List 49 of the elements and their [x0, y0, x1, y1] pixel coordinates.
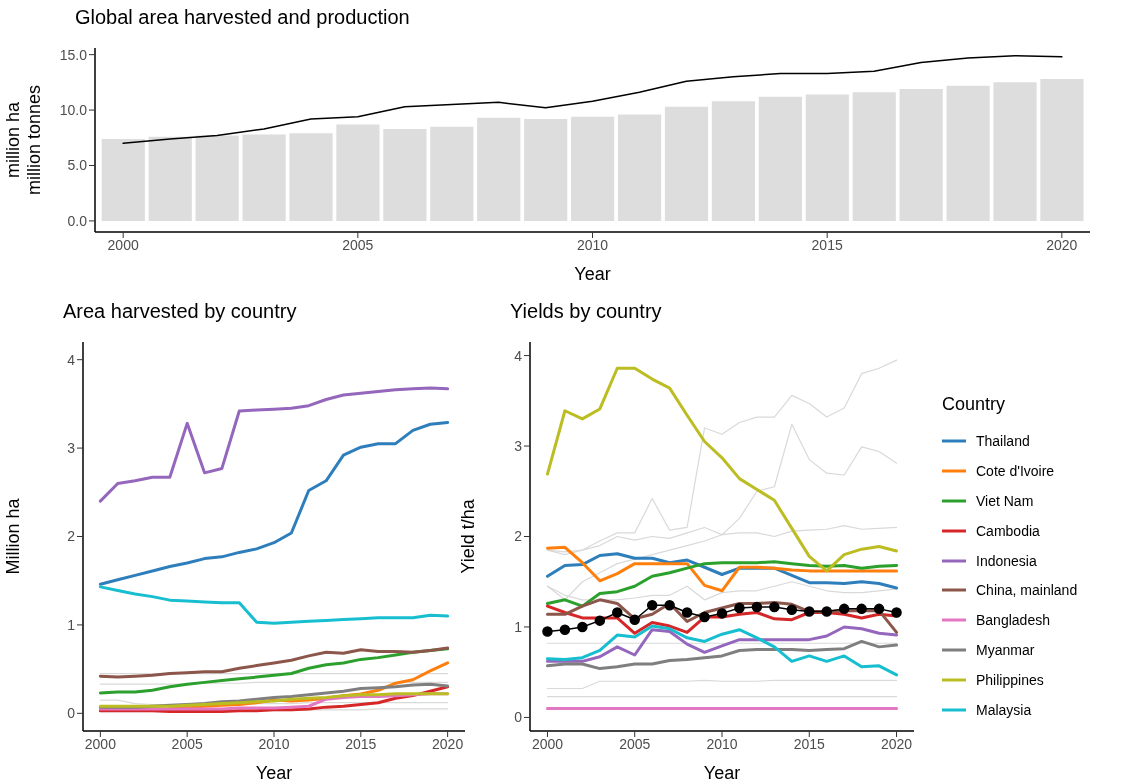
legend-label: Philippines	[976, 671, 1044, 688]
y-tick-label: 1	[514, 618, 523, 635]
y-tick-label: 0	[514, 709, 523, 726]
y-tick-label: 4	[514, 347, 523, 364]
legend-label: Thailand	[976, 433, 1030, 450]
x-tick-label: 2020	[1046, 236, 1078, 253]
y-tick-label: 10.0	[59, 102, 88, 119]
legend-label: Bangladesh	[976, 612, 1050, 629]
x-tick-label: 2015	[793, 735, 826, 752]
y-tick-label: 15.0	[59, 46, 88, 63]
y-axis-title: Yield t/ha	[458, 498, 478, 574]
y-axis-title: million ha million tonnes	[3, 84, 44, 196]
legend-label: Cambodia	[976, 522, 1040, 539]
y-tick-label: 2	[67, 528, 76, 545]
x-tick-label: 2015	[345, 735, 377, 752]
y-tick-label: 5.0	[67, 157, 88, 174]
x-tick-label: 2010	[576, 236, 609, 253]
x-tick-label: 2005	[619, 735, 651, 752]
x-tick-label: 2020	[432, 735, 464, 752]
legend-label: Indonesia	[976, 552, 1037, 569]
legend-label: Cote d'Ivoire	[976, 463, 1055, 480]
x-tick-label: 2020	[880, 735, 913, 752]
legend-label: Myanmar	[976, 641, 1035, 658]
x-axis-title: Year	[574, 264, 611, 284]
x-tick-label: 2010	[258, 735, 290, 752]
y-tick-label: 3	[514, 438, 523, 454]
y-tick-label: 3	[67, 440, 76, 457]
x-axis-title: Year	[255, 763, 293, 783]
legend-label: Malaysia	[976, 701, 1032, 718]
x-tick-label: 2015	[811, 236, 843, 253]
x-tick-label: 2010	[706, 735, 738, 752]
x-tick-label: 2000	[107, 236, 139, 253]
chart-title: Area harvested by country	[62, 300, 298, 324]
x-tick-label: 2000	[84, 735, 117, 752]
y-tick-label: 2	[514, 528, 523, 545]
y-tick-label: 1	[67, 616, 76, 633]
legend-label: China, mainland	[976, 582, 1078, 599]
chart-title: Yields by country	[509, 300, 663, 324]
y-tick-label: 0.0	[67, 212, 88, 229]
y-axis-title: Million ha	[3, 497, 23, 575]
y-tick-label: 4	[67, 351, 76, 368]
legend-label: Viet Nam	[976, 493, 1034, 509]
x-tick-label: 2005	[171, 735, 203, 752]
x-tick-label: 2000	[531, 735, 564, 752]
chart-title: Global area harvested and production	[74, 6, 411, 30]
legend-title: Country	[942, 393, 1007, 415]
x-axis-title: Year	[703, 763, 741, 783]
y-tick-label: 0	[67, 705, 76, 722]
x-tick-label: 2005	[342, 236, 374, 253]
